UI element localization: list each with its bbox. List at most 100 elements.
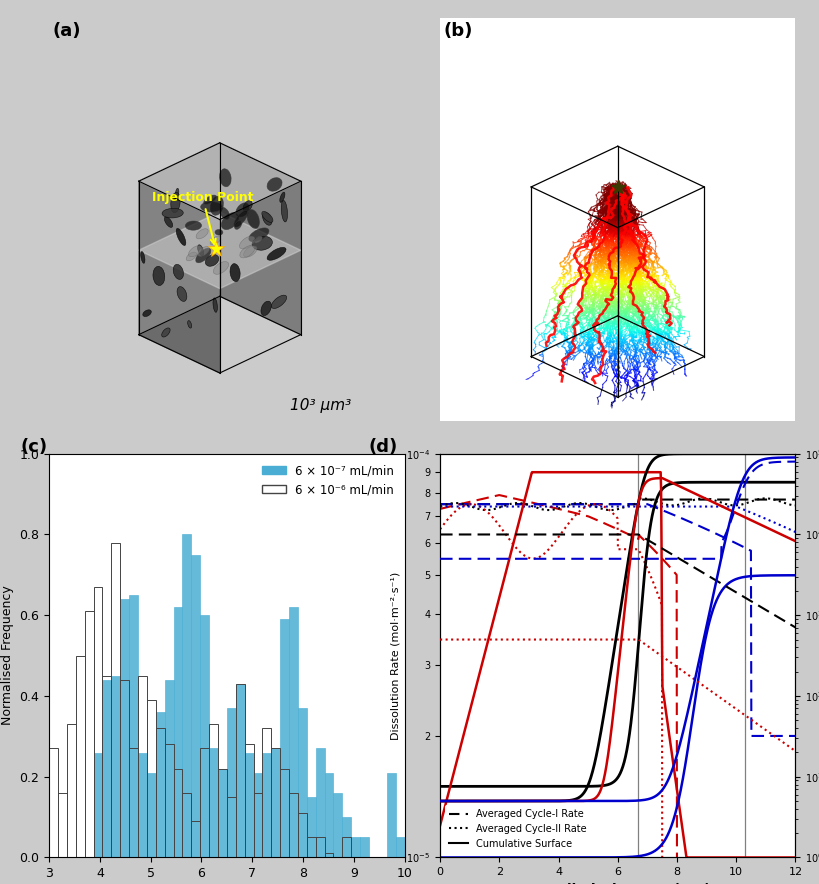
Ellipse shape — [233, 210, 247, 227]
Bar — [182, 535, 191, 857]
Bar — [342, 837, 351, 857]
Polygon shape — [138, 212, 301, 288]
Ellipse shape — [205, 255, 219, 266]
Bar — [333, 793, 342, 857]
Bar — [58, 793, 67, 857]
Ellipse shape — [213, 262, 229, 274]
Ellipse shape — [188, 246, 201, 256]
Ellipse shape — [248, 228, 269, 241]
Legend: Averaged Cycle-I Rate, Averaged Cycle-II Rate, Cumulative Surface: Averaged Cycle-I Rate, Averaged Cycle-II… — [445, 805, 590, 853]
Ellipse shape — [175, 188, 179, 197]
Bar — [387, 773, 395, 857]
Ellipse shape — [188, 321, 192, 328]
Bar — [67, 724, 75, 857]
Bar — [306, 796, 315, 857]
Bar — [200, 615, 209, 857]
Polygon shape — [138, 143, 219, 335]
Bar — [93, 752, 102, 857]
Bar — [147, 773, 156, 857]
Ellipse shape — [243, 201, 252, 211]
Polygon shape — [138, 143, 301, 219]
Bar — [200, 749, 209, 857]
Bar — [111, 543, 120, 857]
Ellipse shape — [247, 210, 259, 228]
Bar — [288, 607, 297, 857]
Bar — [315, 749, 324, 857]
Bar — [324, 773, 333, 857]
Ellipse shape — [141, 252, 145, 263]
Ellipse shape — [239, 236, 255, 249]
Bar — [165, 744, 174, 857]
Bar — [120, 680, 129, 857]
Text: 10³ μm³: 10³ μm³ — [290, 399, 351, 414]
Polygon shape — [138, 181, 219, 373]
FancyBboxPatch shape — [440, 18, 794, 422]
Ellipse shape — [234, 221, 242, 229]
Bar — [360, 837, 369, 857]
Bar — [342, 817, 351, 857]
X-axis label: Travelled Distance (μm): Travelled Distance (μm) — [523, 883, 710, 884]
Bar — [235, 684, 244, 857]
Ellipse shape — [176, 228, 186, 246]
Ellipse shape — [186, 252, 197, 261]
Ellipse shape — [279, 192, 284, 202]
Y-axis label: Normalised Frequency: Normalised Frequency — [1, 586, 14, 726]
Ellipse shape — [203, 195, 216, 204]
Ellipse shape — [267, 178, 282, 191]
Ellipse shape — [219, 208, 229, 219]
Ellipse shape — [239, 246, 255, 258]
Ellipse shape — [161, 328, 170, 337]
Bar — [235, 684, 244, 857]
Bar — [253, 773, 262, 857]
Y-axis label: Dissolution Rate (mol·m⁻²·s⁻¹): Dissolution Rate (mol·m⁻²·s⁻¹) — [390, 571, 400, 740]
Bar — [262, 728, 271, 857]
Bar — [93, 587, 102, 857]
Bar — [156, 728, 165, 857]
Ellipse shape — [197, 245, 203, 255]
Bar — [280, 620, 288, 857]
Legend: 6 × 10⁻⁷ mL/min, 6 × 10⁻⁶ mL/min: 6 × 10⁻⁷ mL/min, 6 × 10⁻⁶ mL/min — [257, 460, 398, 501]
Bar — [351, 837, 360, 857]
Bar — [288, 793, 297, 857]
Bar — [395, 837, 404, 857]
Bar — [174, 607, 182, 857]
Ellipse shape — [251, 236, 272, 250]
Bar — [102, 675, 111, 857]
Bar — [129, 595, 138, 857]
Ellipse shape — [281, 201, 287, 222]
Bar — [280, 769, 288, 857]
Bar — [147, 700, 156, 857]
Bar — [218, 769, 227, 857]
Text: (d): (d) — [369, 438, 398, 455]
Text: Injection Point: Injection Point — [152, 191, 253, 244]
Bar — [324, 853, 333, 857]
Bar — [262, 752, 271, 857]
Ellipse shape — [230, 263, 240, 282]
Polygon shape — [219, 143, 301, 335]
Bar — [174, 769, 182, 857]
Ellipse shape — [177, 286, 187, 301]
Ellipse shape — [197, 247, 209, 256]
Ellipse shape — [219, 169, 231, 187]
Bar — [315, 837, 324, 857]
Ellipse shape — [262, 212, 271, 225]
Bar — [297, 813, 306, 857]
Text: (c): (c) — [20, 438, 48, 455]
Ellipse shape — [162, 209, 183, 218]
Bar — [244, 744, 253, 857]
Ellipse shape — [173, 264, 183, 279]
Ellipse shape — [210, 236, 220, 245]
Bar — [84, 611, 93, 857]
Bar — [227, 708, 235, 857]
Ellipse shape — [164, 217, 173, 227]
Bar — [49, 749, 58, 857]
Ellipse shape — [261, 211, 273, 223]
Bar — [165, 680, 174, 857]
Bar — [129, 749, 138, 857]
Ellipse shape — [196, 229, 208, 239]
Bar — [209, 724, 218, 857]
Text: (a): (a) — [52, 22, 81, 40]
Ellipse shape — [236, 202, 249, 217]
Bar — [209, 749, 218, 857]
Bar — [111, 675, 120, 857]
